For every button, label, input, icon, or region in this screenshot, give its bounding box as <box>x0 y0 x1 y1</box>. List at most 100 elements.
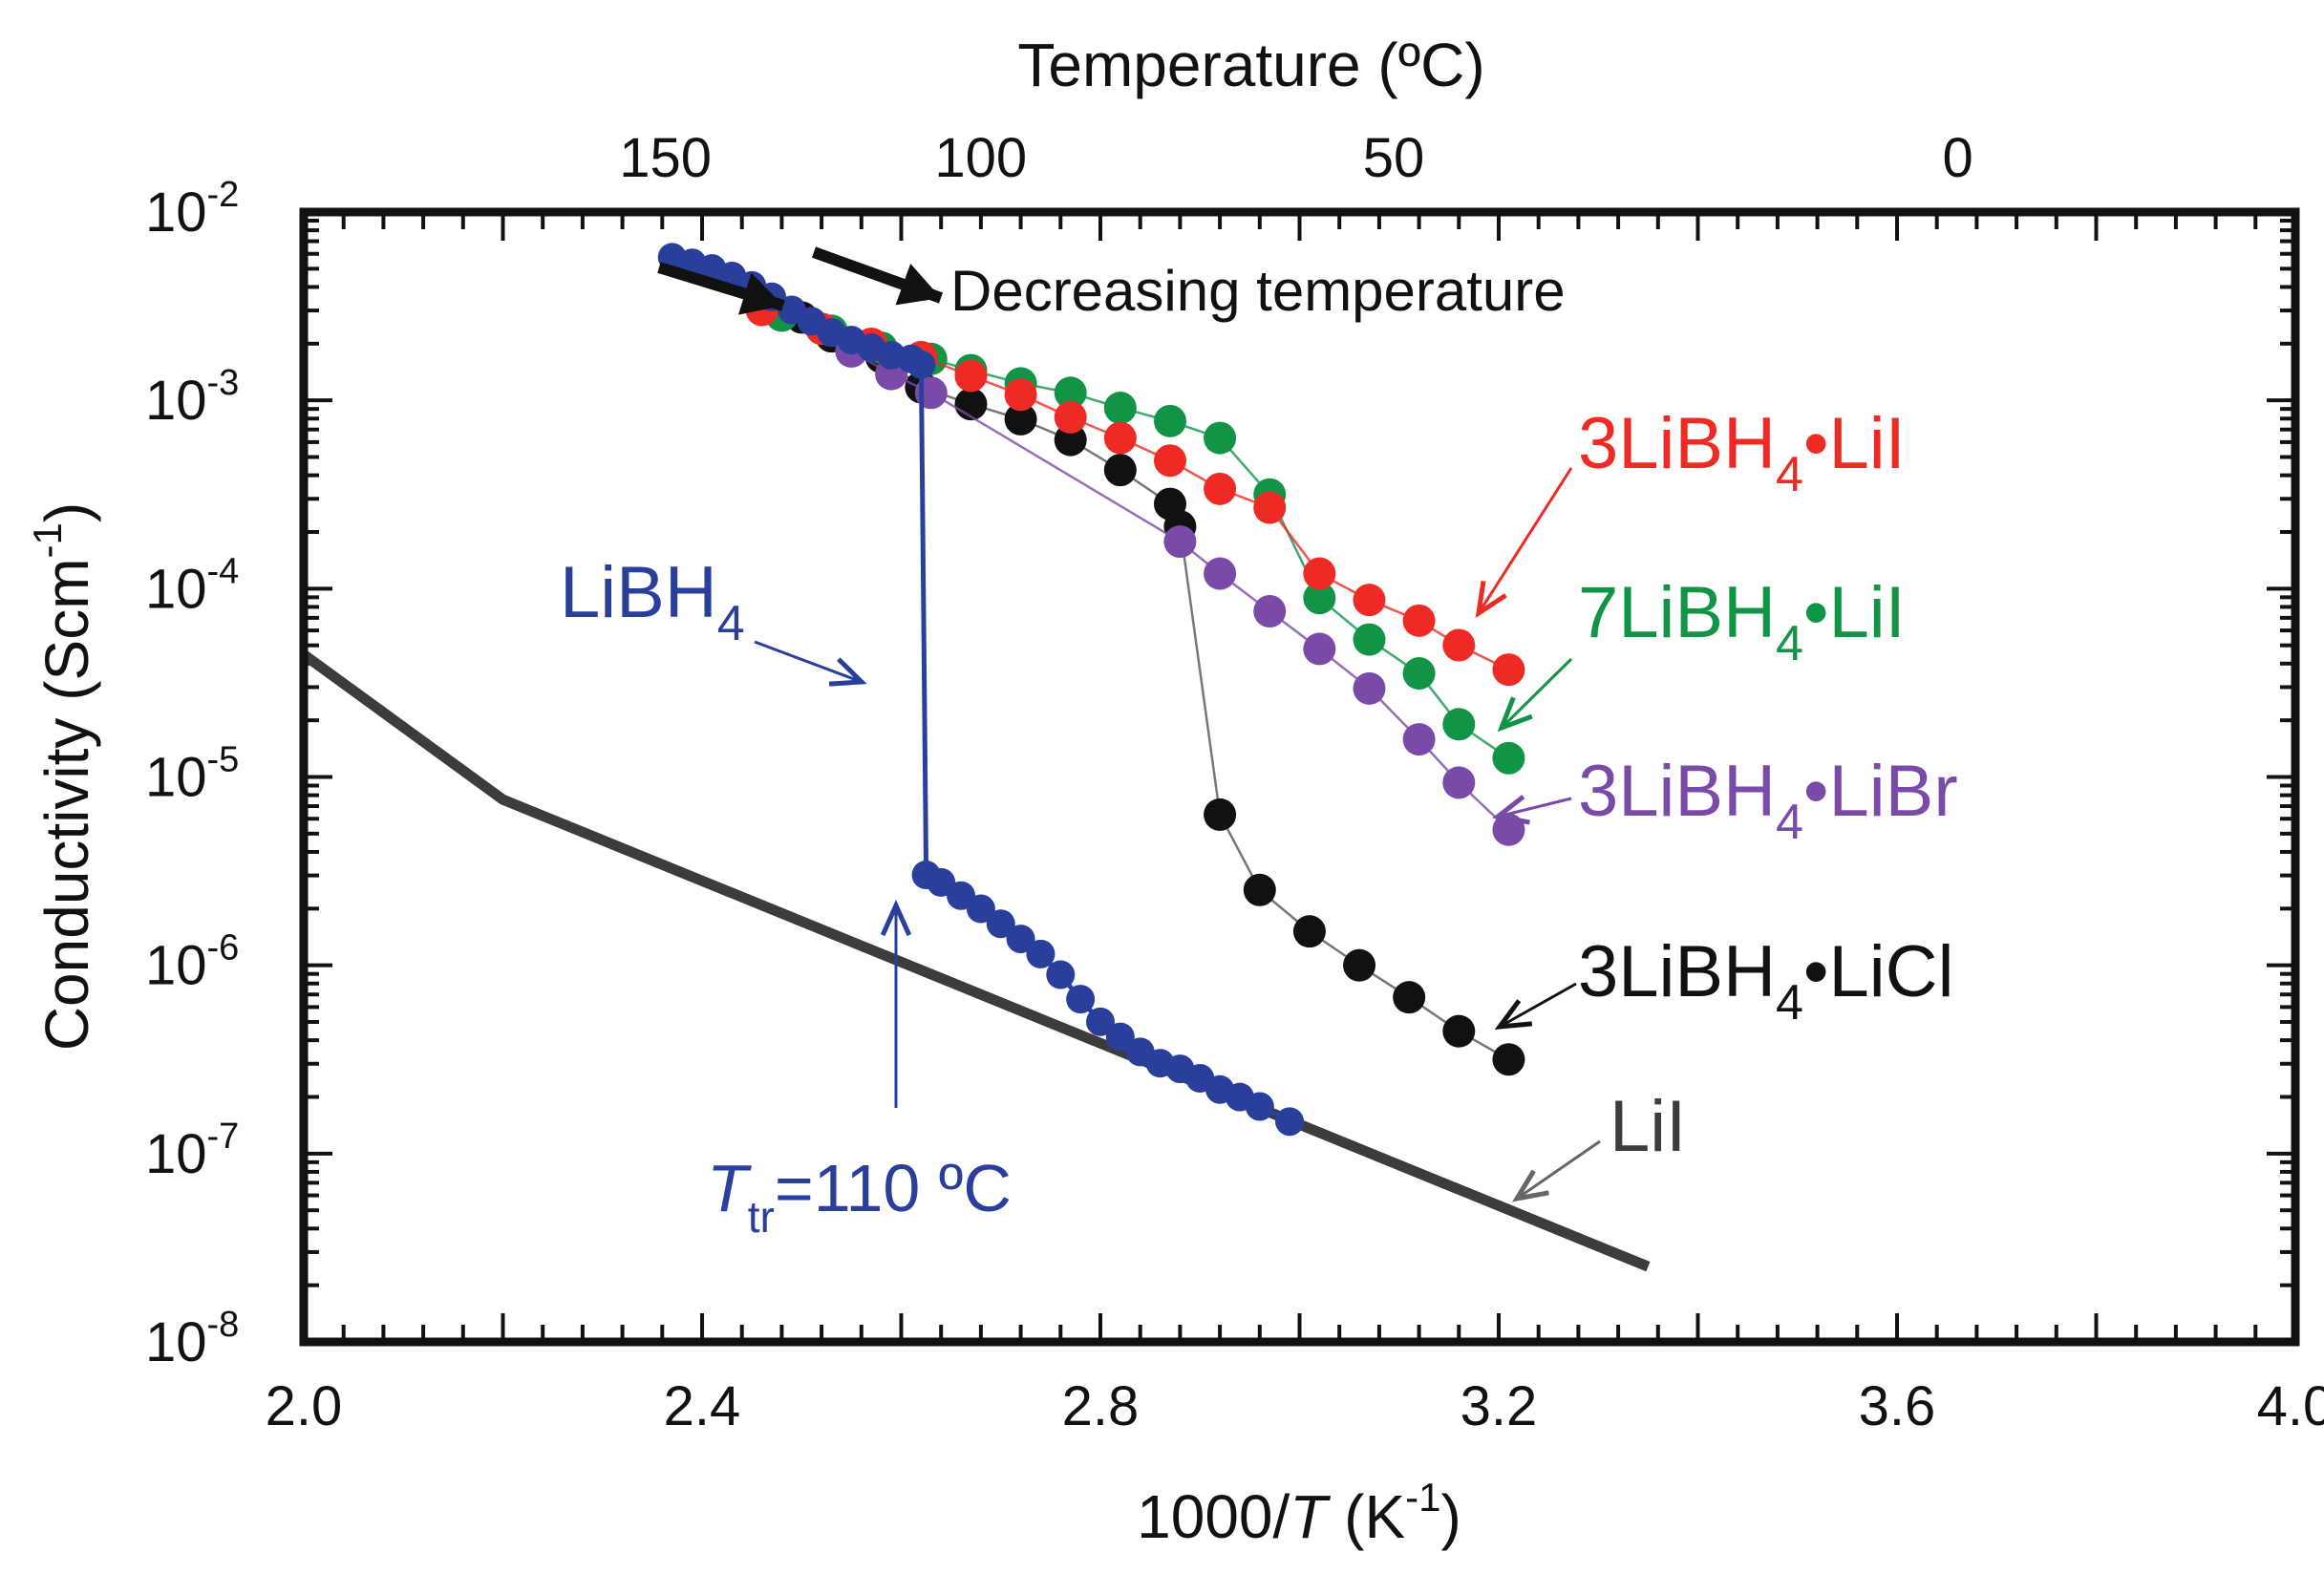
data-point <box>1442 1014 1476 1048</box>
y-tick-label: 10-5 <box>145 740 239 809</box>
arrow-lii <box>1511 1139 1601 1202</box>
series-label: 3LiBH4•LiCl <box>1578 931 1953 1031</box>
arrow-head <box>1494 999 1533 1031</box>
data-point <box>1492 741 1525 775</box>
data-point <box>1343 948 1376 982</box>
data-point <box>1054 423 1087 457</box>
data-point <box>1275 1107 1305 1137</box>
series-label: 3LiBH4•LiBr <box>1578 751 1958 850</box>
arrow-shaft <box>754 640 863 684</box>
top-tick-label: 100 <box>934 127 1027 189</box>
arrow-head <box>880 899 912 937</box>
data-point <box>1353 671 1386 705</box>
data-point <box>1006 925 1035 954</box>
annotations: 3LiBH4•LiI 7LiBH4•LiI 3LiBH4•LiBr 3LiBH4•Li… <box>560 246 1958 1242</box>
data-point <box>1103 392 1137 425</box>
arrow-head <box>895 264 941 306</box>
data-point <box>1442 708 1476 741</box>
decreasing-temperature-label: Decreasing temperature <box>950 259 1566 323</box>
series-label: 7LiBH4•LiI <box>1578 572 1906 671</box>
data-point <box>1163 525 1197 559</box>
y-tick-label: 10-7 <box>145 1117 239 1185</box>
series-label: LiI <box>1610 1086 1686 1167</box>
data-point <box>1004 402 1037 436</box>
data-point <box>1103 421 1137 455</box>
data-point <box>1105 1022 1135 1052</box>
data-point <box>1442 766 1476 799</box>
x-tick-label: 4.0 <box>2257 1375 2324 1437</box>
arrow-shaft <box>1477 467 1573 614</box>
series-label: 3LiBH4•LiI <box>1578 403 1906 502</box>
data-point <box>1046 960 1076 989</box>
data-point <box>1353 584 1386 617</box>
data-point <box>1204 421 1237 455</box>
arrow-head <box>1511 1169 1549 1202</box>
data-point <box>966 894 995 924</box>
arrow-3libh4-licl <box>1494 982 1577 1031</box>
x-tick-label: 3.2 <box>1460 1375 1538 1437</box>
x-tick-label: 2.4 <box>664 1375 741 1437</box>
x-tick-label: 2.8 <box>1062 1375 1140 1437</box>
data-point <box>1153 444 1186 478</box>
top-axis-title: Temperature (ºC) <box>1017 31 1484 99</box>
axis-ticks <box>302 212 2297 1344</box>
data-point <box>1402 657 1436 691</box>
series-3libh4libr <box>835 334 1525 846</box>
top-tick-label: 150 <box>619 127 712 189</box>
y-tick-label: 10-8 <box>145 1305 239 1373</box>
data-point <box>1054 376 1087 410</box>
y-tick-label: 10-6 <box>145 928 239 997</box>
data-point <box>1026 939 1055 968</box>
arrow-shaft <box>1500 657 1573 730</box>
y-tick-label: 10-4 <box>145 551 239 620</box>
data-point <box>1243 873 1276 906</box>
arrow-transition <box>880 899 912 1108</box>
data-point <box>1492 653 1525 687</box>
decreasing-arrow-2 <box>811 246 944 306</box>
arrow-shaft <box>1516 1139 1601 1201</box>
data-point <box>1103 454 1137 487</box>
x-tick-label: 3.6 <box>1859 1375 1936 1437</box>
decreasing-arrow-1 <box>657 262 785 315</box>
arrow-head <box>1475 581 1507 619</box>
data-point <box>1066 985 1096 1014</box>
top-tick-label: 50 <box>1363 127 1425 189</box>
arrow-3libh4-lii <box>1475 467 1573 619</box>
arrow-head <box>1492 795 1530 825</box>
data-point <box>1492 1043 1525 1076</box>
arrow-head <box>828 657 867 687</box>
data-point <box>986 909 1015 939</box>
data-point <box>1086 1007 1115 1036</box>
y-axis-title: Conductivity (Scm-1) <box>25 502 101 1051</box>
data-point <box>954 359 988 393</box>
data-point <box>1204 472 1237 505</box>
arrow-3libh4-libr <box>1492 795 1572 825</box>
arrow-shaft <box>1499 982 1577 1029</box>
series-connector-line <box>800 316 1510 1061</box>
data-point <box>1292 915 1326 948</box>
top-tick-label: 0 <box>1942 127 1972 189</box>
data-point <box>1253 594 1287 627</box>
arrow-shaft <box>1497 797 1572 819</box>
data-point <box>1303 632 1336 666</box>
data-point <box>1303 582 1336 615</box>
x-axis-title: 1000/T (K-1) <box>1137 1475 1461 1551</box>
data-point <box>1402 604 1436 637</box>
arrow-libh4 <box>754 640 867 687</box>
data-point <box>1004 378 1037 412</box>
data-series <box>304 243 1651 1272</box>
data-point <box>1353 623 1386 656</box>
data-point <box>1245 1092 1274 1121</box>
y-tick-label: 10-3 <box>145 363 239 432</box>
data-point <box>1204 798 1237 831</box>
data-point <box>1253 491 1287 524</box>
data-point <box>1153 404 1186 437</box>
data-point <box>1204 557 1237 590</box>
y-tick-label: 10-2 <box>145 175 239 244</box>
series-label: LiBH4 <box>560 552 745 651</box>
data-point <box>1393 981 1426 1014</box>
data-point <box>1054 400 1087 434</box>
data-point <box>1402 723 1436 756</box>
